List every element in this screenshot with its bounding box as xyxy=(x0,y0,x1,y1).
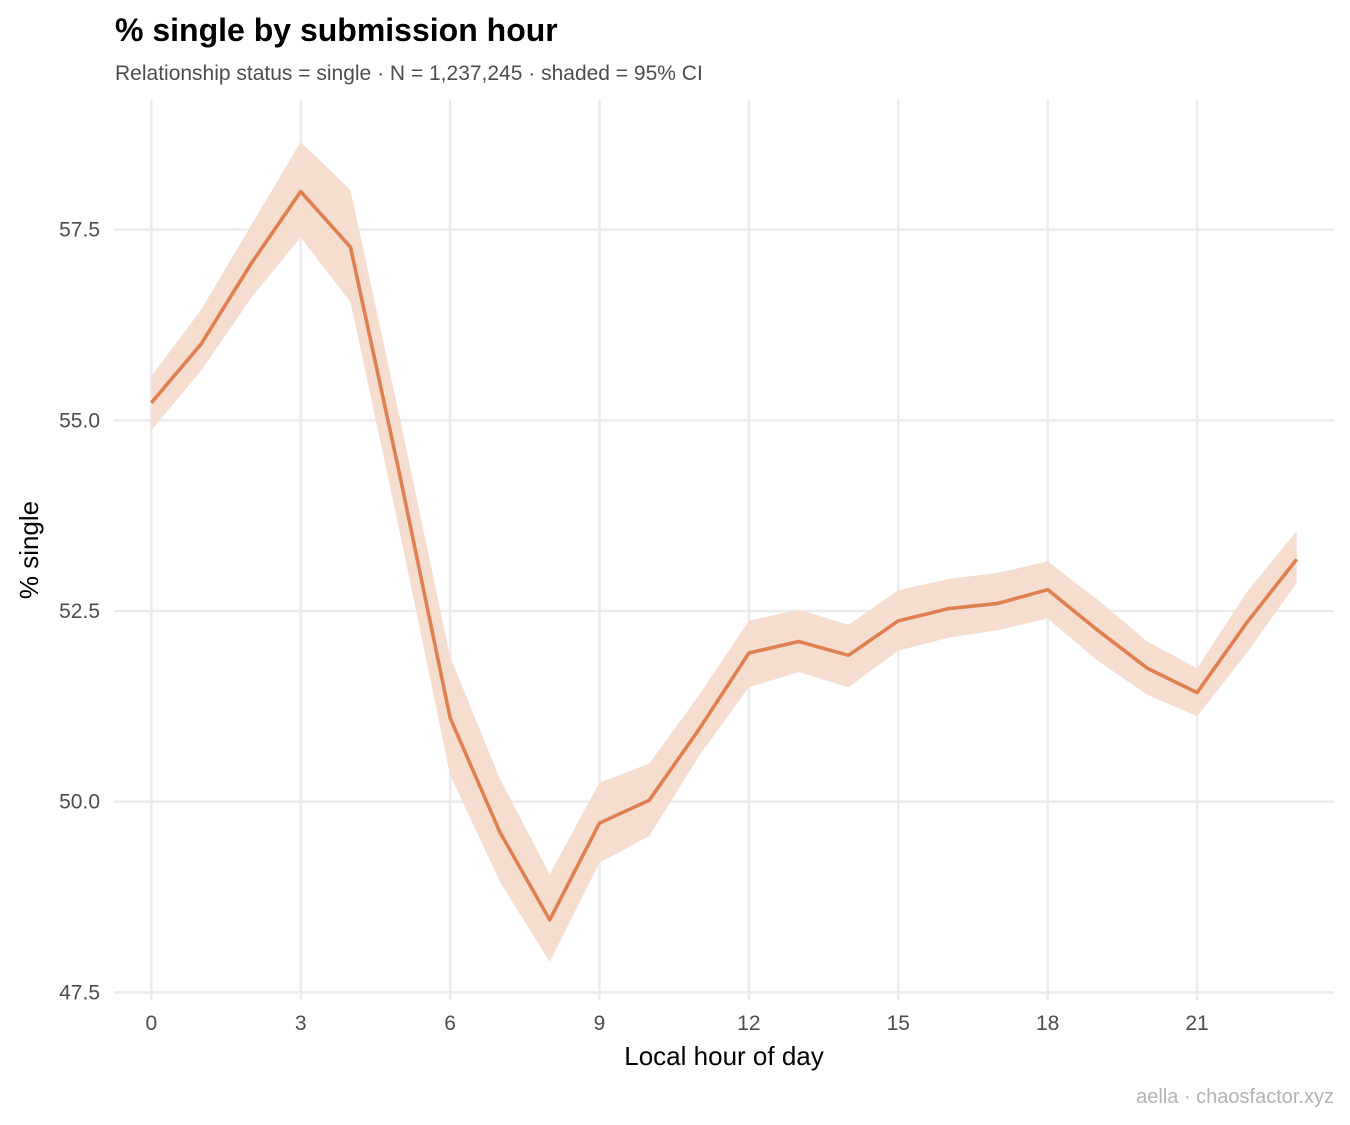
chart-caption: aella · chaosfactor.xyz xyxy=(1136,1086,1334,1108)
y-tick-label: 52.5 xyxy=(59,600,100,623)
ci-band xyxy=(151,141,1297,962)
chart-title: % single by submission hour xyxy=(115,12,558,48)
tick-label-layer: 47.5 50.0 52.5 55.0 57.5 0 3 6 9 12 15 18 21 xyxy=(59,219,1209,1035)
chart-subtitle: Relationship status = single · N = 1,237… xyxy=(115,62,703,85)
x-tick-label: 3 xyxy=(295,1012,307,1035)
y-tick-label: 50.0 xyxy=(59,791,100,814)
x-tick-label: 18 xyxy=(1036,1012,1059,1035)
series-line xyxy=(149,189,1299,922)
x-axis-title: Local hour of day xyxy=(624,1041,823,1071)
y-tick-label: 55.0 xyxy=(59,409,100,432)
x-tick-label: 9 xyxy=(594,1012,606,1035)
series-line-layer xyxy=(149,189,1299,922)
ci-band-layer xyxy=(151,141,1297,962)
y-tick-label: 57.5 xyxy=(59,219,100,242)
x-tick-label: 15 xyxy=(887,1012,910,1035)
x-tick-label: 12 xyxy=(737,1012,760,1035)
y-axis-title: % single xyxy=(14,501,44,599)
x-tick-label: 6 xyxy=(444,1012,456,1035)
x-tick-label: 21 xyxy=(1185,1012,1208,1035)
y-tick-label: 47.5 xyxy=(59,981,100,1004)
x-tick-label: 0 xyxy=(146,1012,158,1035)
